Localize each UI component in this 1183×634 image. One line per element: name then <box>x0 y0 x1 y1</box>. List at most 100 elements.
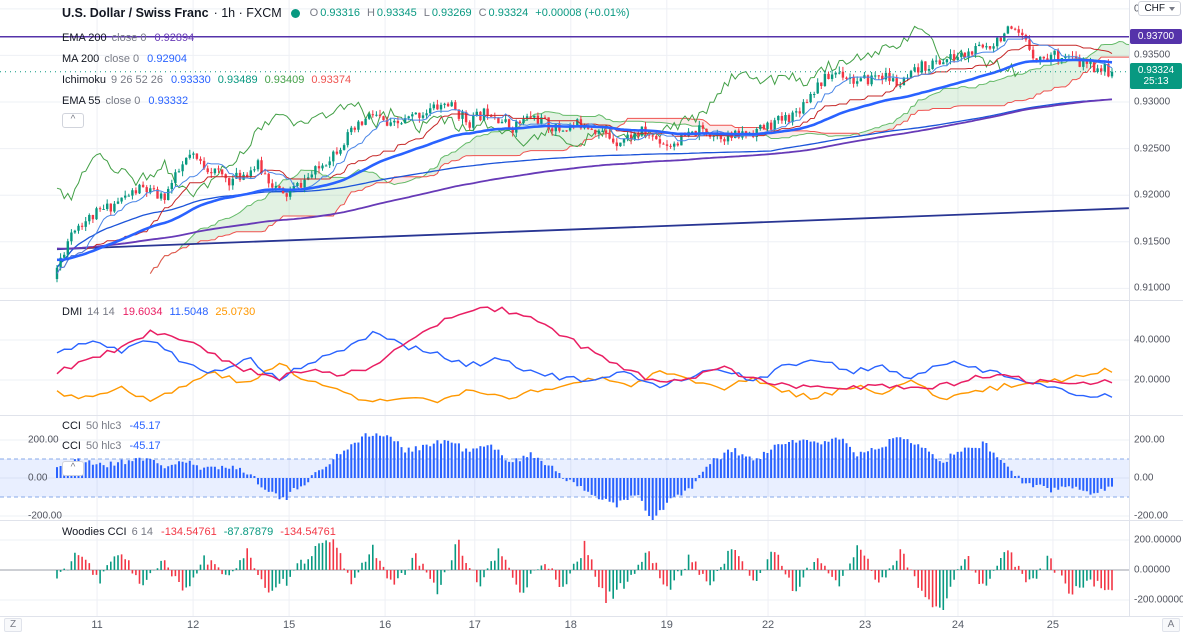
legend-row-ma-200[interactable]: MA 200 close 0 0.92904 <box>62 48 358 69</box>
currency-label: CHF <box>1144 3 1165 14</box>
ema-200-line <box>56 98 1113 250</box>
cci-value: -45.17 <box>129 440 161 452</box>
minus-di-line <box>56 362 1113 404</box>
indicator-params: 14 14 <box>87 306 115 318</box>
minus-di-value: 25.0730 <box>215 306 256 318</box>
pane-divider[interactable] <box>0 415 1183 416</box>
indicator-value: 0.93330 <box>171 73 211 86</box>
dmi-chart[interactable] <box>0 300 1129 415</box>
dmi-pane[interactable]: DMI 14 14 19.6034 11.5048 25.0730 <box>0 300 1129 415</box>
ichimoku-lead-a-line <box>149 40 1129 274</box>
open-value: 0.93316 <box>320 7 360 19</box>
line-price: 0.93700 <box>1137 30 1175 42</box>
indicator-value: 0.93409 <box>264 73 305 86</box>
price-scale[interactable]: CHF 0.93700 0.93324 25:13 0.940000.93500… <box>1130 0 1183 616</box>
axis-label: -200.00 <box>1134 510 1168 522</box>
axis-label: 0.92000 <box>1134 189 1171 201</box>
pane-divider[interactable] <box>0 520 1183 521</box>
woodies-legend-row[interactable]: Woodies CCI 6 14 -134.54761 -87.87879 -1… <box>62 526 343 538</box>
ichimoku-lead-b-line <box>149 56 1129 274</box>
indicator-value: 0.93489 <box>217 73 258 86</box>
axis-label: -200.00000 <box>1134 594 1183 606</box>
indicator-name: Ichimoku <box>62 73 107 86</box>
indicator-params: 50 hlc3 <box>85 440 122 452</box>
indicator-legend: EMA 200 close 0 0.92894 MA 200 close 0 0… <box>62 27 358 111</box>
axis-label: 0.00 <box>1134 472 1154 484</box>
last-price: 0.93324 <box>1137 64 1175 76</box>
woodies-down-bars <box>77 539 1113 608</box>
adx-line <box>56 306 1113 391</box>
plus-di-line <box>56 330 1113 398</box>
axis-label: 0.93500 <box>1134 49 1171 61</box>
price-line-badge: 0.93700 <box>1130 28 1182 44</box>
indicator-value: 0.93374 <box>311 73 352 86</box>
left-axis-label: -200.00 <box>28 510 62 521</box>
chevron-down-icon <box>1169 6 1175 11</box>
indicator-params: close 0 <box>104 52 140 65</box>
cci-band <box>0 459 1129 497</box>
symbol-title[interactable]: U.S. Dollar / Swiss Franc <box>62 6 209 20</box>
plus-di-value: 11.5048 <box>169 306 209 318</box>
indicator-name: CCI <box>62 420 81 432</box>
legend-row-ichimoku[interactable]: Ichimoku 9 26 52 26 0.93330 0.93489 0.93… <box>62 69 358 90</box>
auto-scale-button[interactable]: A <box>1162 618 1180 632</box>
legend-row-ema-55[interactable]: EMA 55 close 0 0.93332 <box>62 90 358 111</box>
legend-collapse-button[interactable]: ^ <box>62 461 84 476</box>
pane-divider[interactable] <box>0 300 1183 301</box>
indicator-name: MA 200 <box>62 52 100 65</box>
currency-selector[interactable]: CHF <box>1138 1 1181 16</box>
high-label: H <box>366 7 375 19</box>
open-label: O <box>309 7 319 19</box>
ichimoku-cloud <box>390 176 420 185</box>
timezone-button[interactable]: Z <box>4 618 22 632</box>
time-tick-label: 15 <box>282 619 296 631</box>
price-scale-divider <box>1129 0 1130 616</box>
time-tick-label: 25 <box>1046 619 1060 631</box>
woodies-cci-chart[interactable] <box>0 520 1129 616</box>
cci-pane[interactable]: CCI 50 hlc3 -45.17 CCI 50 hlc3 -45.17 ^ … <box>0 415 1129 520</box>
interval-exchange-label: · 1h · FXCM <box>213 6 282 20</box>
adx-value: 19.6034 <box>122 306 163 318</box>
axis-label: 200.00000 <box>1134 534 1182 546</box>
indicator-name: Woodies CCI <box>62 526 127 538</box>
time-tick-label: 24 <box>951 619 965 631</box>
indicator-params: 9 26 52 26 <box>111 73 164 86</box>
close-value: 0.93324 <box>488 7 529 19</box>
cci-legend-row[interactable]: CCI 50 hlc3 -45.17 <box>62 420 168 432</box>
time-tick-label: 17 <box>468 619 481 631</box>
time-tick-label: 22 <box>761 619 775 631</box>
time-tick-label: 12 <box>186 619 200 631</box>
time-tick-label: 18 <box>564 619 577 631</box>
close-label: C <box>478 7 487 19</box>
cci-legend-row[interactable]: CCI 50 hlc3 -45.17 <box>62 440 168 452</box>
ohlc-values: O 0.93316 H 0.93345 L 0.93269 C 0.93324 +0.0… <box>310 7 637 19</box>
indicator-name: EMA 55 <box>62 94 101 107</box>
indicator-params: close 0 <box>105 94 141 107</box>
time-tick-label: 19 <box>660 619 673 631</box>
candlestick-chart[interactable] <box>0 0 1129 300</box>
time-axis-divider <box>0 616 1183 617</box>
axis-label: 0.91000 <box>1134 282 1171 294</box>
market-status-dot <box>290 8 300 18</box>
dmi-legend-row[interactable]: DMI 14 14 19.6034 11.5048 25.0730 <box>62 306 262 318</box>
axis-label: 0.92500 <box>1134 143 1171 155</box>
ichimoku-cloud <box>860 41 1129 136</box>
trendline <box>56 207 1129 251</box>
left-axis-label: 200.00 <box>28 434 59 446</box>
legend-collapse-button[interactable]: ^ <box>62 113 84 128</box>
change-value: +0.00008 (+0.01%) <box>535 7 630 19</box>
indicator-value: 0.93332 <box>148 94 189 107</box>
time-tick-label: 23 <box>859 619 872 631</box>
cci-chart[interactable] <box>0 415 1129 520</box>
axis-label: 40.0000 <box>1134 334 1171 346</box>
legend-row-ema-200[interactable]: EMA 200 close 0 0.92894 <box>62 27 358 48</box>
last-price-badge: 0.93324 25:13 <box>1130 62 1182 89</box>
woodies-cci-pane[interactable]: Woodies CCI 6 14 -134.54761 -87.87879 -1… <box>0 520 1129 616</box>
woodies-up-bars <box>56 540 1092 610</box>
left-axis-label: 0.00 <box>28 472 48 484</box>
ichimoku-lagging-span-line <box>56 25 1020 202</box>
time-scale[interactable]: Z 11 12 15 16 17 18 19 22 23 24 25 A <box>0 617 1183 634</box>
indicator-params: close 0 <box>111 31 147 44</box>
